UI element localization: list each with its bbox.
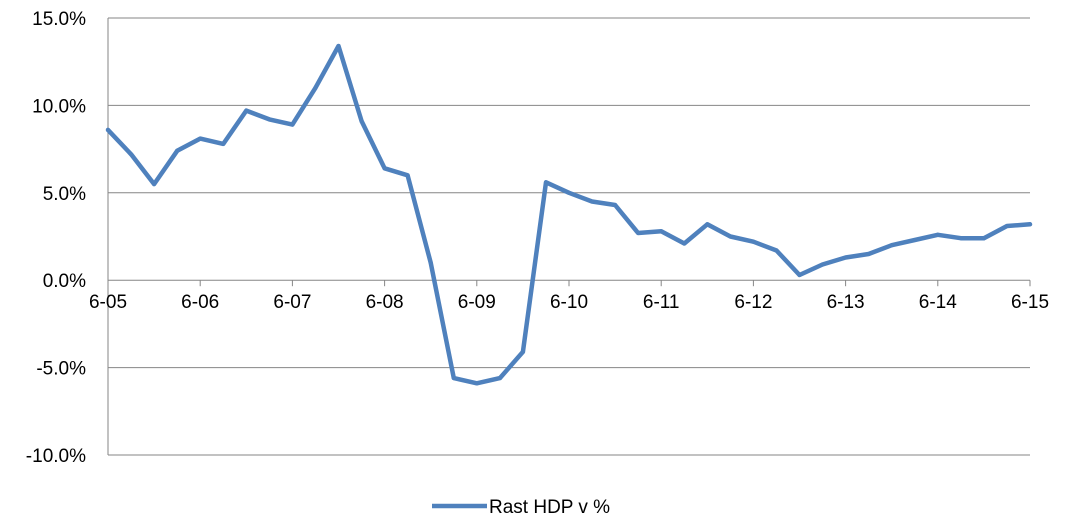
- data-point: [497, 376, 502, 381]
- data-point: [405, 173, 410, 178]
- x-tick-label: 6-09: [458, 292, 496, 313]
- x-tick-label: 6-08: [366, 292, 404, 313]
- series-line: [105, 43, 1033, 386]
- x-tick-label: 6-11: [643, 292, 680, 313]
- data-point: [889, 243, 894, 248]
- y-axis-ticks: 15.0% 10.0% 5.0% 0.0% -5.0% -10.0%: [26, 9, 86, 467]
- data-point: [175, 148, 180, 153]
- data-point: [267, 117, 272, 122]
- data-point: [244, 108, 249, 113]
- data-point: [567, 190, 571, 195]
- data-point: [843, 255, 848, 260]
- data-point: [774, 248, 779, 253]
- data-point: [336, 43, 341, 48]
- series-lines: [105, 43, 1033, 386]
- data-point: [590, 199, 595, 204]
- data-point: [705, 222, 710, 227]
- data-point: [359, 119, 364, 124]
- y-tick-label: -10.0%: [26, 446, 86, 467]
- data-point: [543, 180, 548, 185]
- x-tick-label: 6-05: [89, 292, 127, 313]
- data-point: [613, 203, 618, 208]
- data-point: [382, 166, 387, 171]
- x-tick-label: 6-13: [827, 292, 865, 313]
- data-point: [981, 236, 986, 241]
- data-point: [636, 231, 641, 236]
- data-point: [520, 349, 525, 354]
- x-tick-label: 6-12: [734, 292, 772, 313]
- data-point: [659, 229, 664, 234]
- data-point: [935, 232, 940, 237]
- data-point: [451, 376, 456, 381]
- x-tick-label: 6-10: [550, 292, 588, 313]
- x-tick-label: 6-07: [273, 292, 311, 313]
- data-point: [221, 141, 226, 146]
- legend: Rast HDP v %: [432, 497, 610, 518]
- data-point: [1004, 224, 1009, 229]
- data-point: [751, 239, 756, 244]
- y-tick-label: 10.0%: [32, 96, 86, 117]
- data-point: [682, 241, 687, 246]
- x-tick-label: 6-06: [181, 292, 219, 313]
- data-point: [428, 260, 433, 265]
- x-tick-label: 6-15: [1011, 292, 1049, 313]
- data-point: [198, 136, 203, 141]
- x-axis: 6-05 6-06 6-07 6-08 6-09 6-10 6-11 6-12 6-13 6-14…: [89, 279, 1049, 313]
- data-point: [958, 236, 963, 241]
- y-tick-label: 5.0%: [43, 184, 86, 205]
- data-point: [313, 85, 318, 90]
- y-tick-label: -5.0%: [36, 359, 86, 380]
- data-point: [912, 237, 917, 242]
- data-point: [866, 251, 871, 256]
- data-point: [1028, 222, 1032, 227]
- x-tick-label: 6-14: [919, 292, 957, 313]
- data-point: [290, 122, 295, 127]
- legend-label: Rast HDP v %: [489, 497, 610, 518]
- data-point: [728, 234, 733, 239]
- data-point: [152, 182, 157, 187]
- data-point: [129, 152, 134, 157]
- gridlines: [107, 17, 1030, 456]
- data-point: [797, 272, 802, 277]
- data-point: [474, 381, 479, 386]
- data-point: [820, 262, 825, 267]
- data-point: [106, 127, 110, 132]
- y-tick-label: 15.0%: [32, 9, 86, 30]
- y-tick-label: 0.0%: [43, 271, 86, 292]
